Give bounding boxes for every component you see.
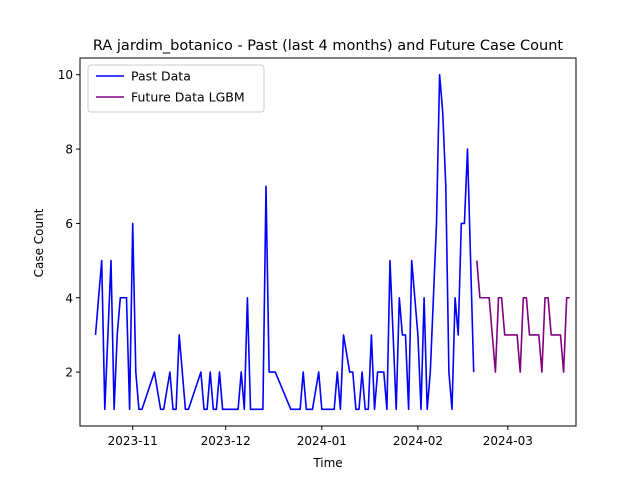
plot-frame — [79, 57, 577, 427]
y-axis-label: Case Count — [32, 208, 46, 277]
x-tick-label: 2024-03 — [483, 434, 533, 448]
x-tick-label: 2024-02 — [393, 434, 443, 448]
axes-layer: 2 4 6 8 10 2023-11 2023-12 2024-01 2024-02 2024-0… — [58, 57, 577, 448]
legend-label-1: Future Data LGBM — [131, 90, 245, 105]
chart-title: RA jardim_botanico - Past (last 4 months… — [93, 38, 564, 54]
x-tick-label: 2024-01 — [297, 434, 347, 448]
y-tick-label: 2 — [65, 366, 73, 380]
x-tick-label: 2023-12 — [201, 434, 251, 448]
y-tick-label: 4 — [65, 291, 73, 305]
series-line-0 — [94, 73, 475, 411]
y-tick-label: 8 — [65, 143, 73, 157]
series-layer — [94, 73, 570, 411]
legend-box — [87, 64, 265, 113]
y-tick-label: 10 — [58, 68, 73, 82]
x-tick-label: 2023-11 — [108, 434, 158, 448]
y-tick-label: 6 — [65, 217, 73, 231]
series-line-1 — [476, 260, 570, 373]
legend-label-0: Past Data — [131, 69, 191, 84]
legend: Past Data Future Data LGBM — [87, 64, 265, 113]
x-axis-label: Time — [312, 456, 342, 470]
